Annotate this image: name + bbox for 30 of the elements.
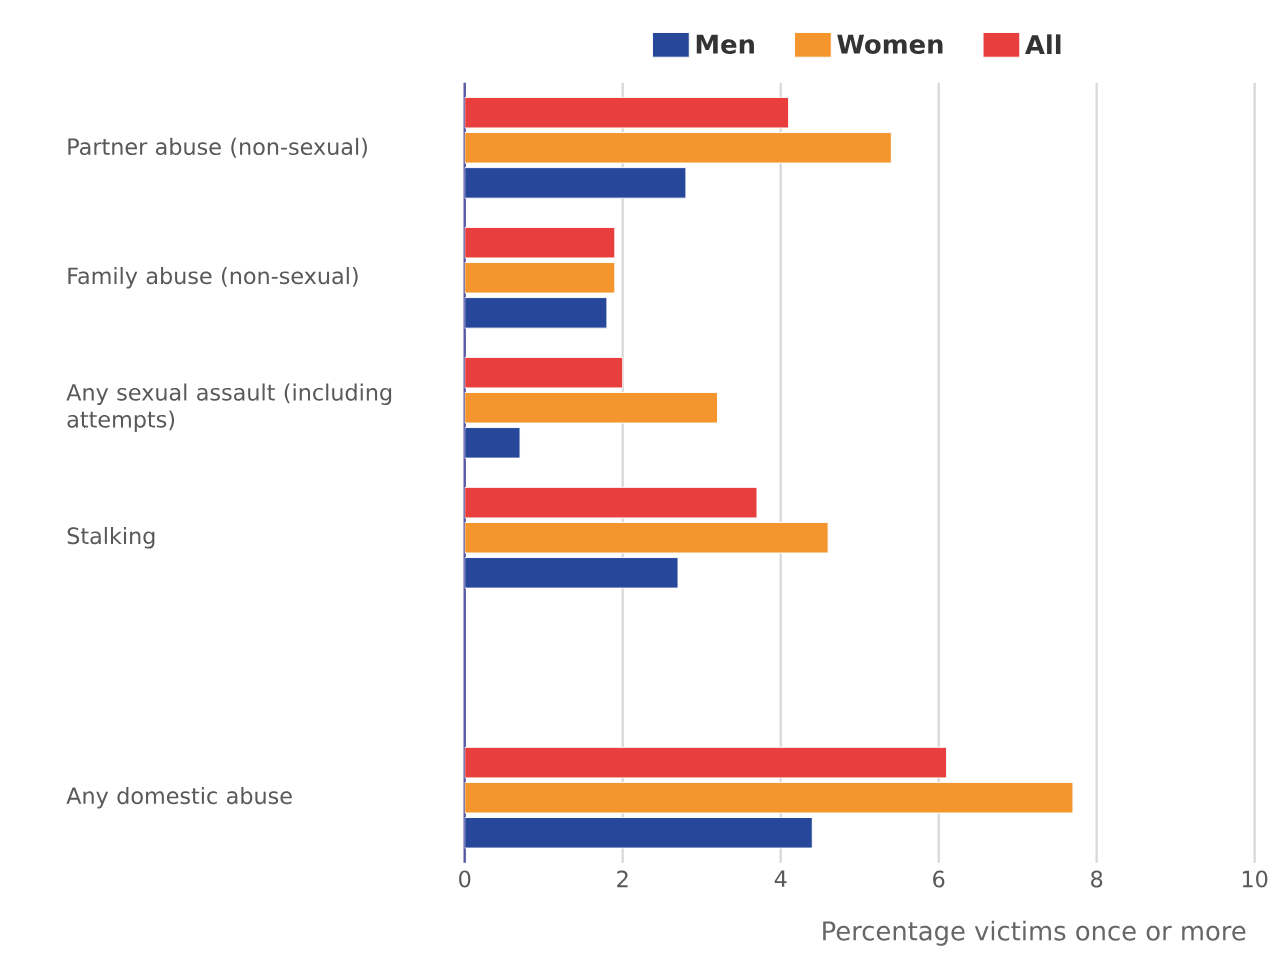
legend-label: Women xyxy=(837,34,943,54)
bar xyxy=(464,816,813,849)
bar xyxy=(464,521,829,554)
bar xyxy=(464,746,948,779)
y-tick-label: Any sexual assault (including attempts) xyxy=(66,383,392,432)
x-tick-label: 2 xyxy=(617,870,628,888)
bar xyxy=(464,356,624,389)
legend-label: All xyxy=(1025,34,1061,54)
x-tick-label: 8 xyxy=(1091,870,1103,888)
bar xyxy=(464,391,718,424)
legend-label: Men xyxy=(696,34,754,54)
bar xyxy=(464,167,687,199)
bar xyxy=(464,781,1074,814)
bar xyxy=(464,261,616,294)
y-tick-label: Any domestic abuse xyxy=(66,786,292,809)
x-tick-label: 6 xyxy=(933,870,945,888)
bar xyxy=(464,297,608,329)
bar xyxy=(464,557,679,589)
bar xyxy=(464,427,521,459)
y-tick-label: Stalking xyxy=(67,526,155,549)
x-tick-label: 4 xyxy=(774,870,787,887)
bar xyxy=(464,131,892,164)
bar xyxy=(464,486,758,519)
y-tick-label: Partner abuse (non-sexual) xyxy=(68,137,367,158)
y-tick-label: Family abuse (non-sexual) xyxy=(68,266,358,289)
x-tick-label: 10 xyxy=(1242,870,1268,888)
x-tick-label: 0 xyxy=(459,870,471,888)
bar xyxy=(464,96,790,129)
x-axis-title: Percentage victims once or more xyxy=(823,920,1246,946)
bar xyxy=(464,226,616,259)
